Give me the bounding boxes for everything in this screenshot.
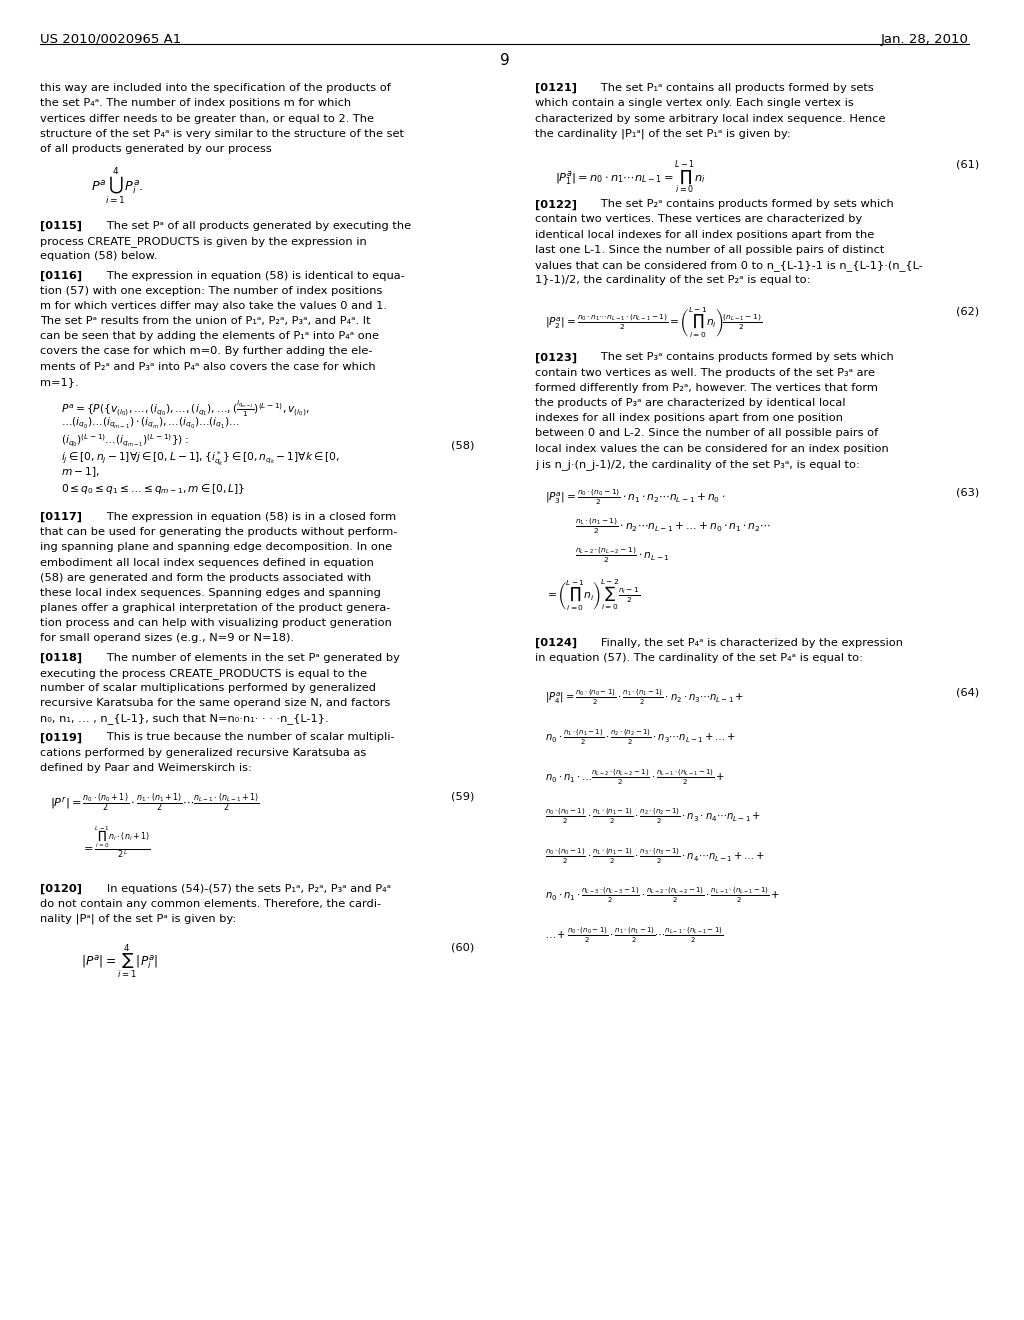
Text: that can be used for generating the products without perform-: that can be used for generating the prod…: [40, 527, 397, 537]
Text: nality |Pᵃ| of the set Pᵃ is given by:: nality |Pᵃ| of the set Pᵃ is given by:: [40, 913, 237, 924]
Text: (60): (60): [452, 942, 474, 952]
Text: $P^a=\{P(\{v_{(i_0)},\ldots,(i_{q_0}),\ldots,(i_{q_1}),\ldots,(\frac{i_{q_{m-1}}: $P^a=\{P(\{v_{(i_0)},\ldots,(i_{q_0}),\l…: [60, 399, 309, 420]
Text: [0116]: [0116]: [40, 271, 83, 281]
Text: (58) are generated and form the products associated with: (58) are generated and form the products…: [40, 573, 372, 582]
Text: n₀, n₁, … , n_{L-1}, such that N=n₀·n₁· · · ·n_{L-1}.: n₀, n₁, … , n_{L-1}, such that N=n₀·n₁· …: [40, 713, 329, 725]
Text: can be seen that by adding the elements of P₁ᵃ into P₄ᵃ one: can be seen that by adding the elements …: [40, 331, 379, 342]
Text: (58): (58): [451, 441, 474, 450]
Text: $n_0\cdot\frac{n_1\cdot(n_1-1)}{2}\cdot\frac{n_2\cdot(n_2-1)}{2}\cdot n_3\cdots : $n_0\cdot\frac{n_1\cdot(n_1-1)}{2}\cdot\…: [545, 727, 736, 747]
Text: $(i_{q_0})^{(L-1)} \ldots (i_{q_{m-1}})^{(L-1)}\}):$: $(i_{q_0})^{(L-1)} \ldots (i_{q_{m-1}})^…: [60, 432, 188, 449]
Text: embodiment all local index sequences defined in equation: embodiment all local index sequences def…: [40, 557, 374, 568]
Text: The expression in equation (58) is identical to equa-: The expression in equation (58) is ident…: [96, 271, 404, 281]
Text: ments of P₂ᵃ and P₃ᵃ into P₄ᵃ also covers the case for which: ments of P₂ᵃ and P₃ᵃ into P₄ᵃ also cover…: [40, 362, 376, 372]
Text: $|P_4^a|=\frac{n_0\cdot(n_0-1)}{2}\cdot\frac{n_1\cdot(n_1-1)}{2}\cdot n_2\cdot n: $|P_4^a|=\frac{n_0\cdot(n_0-1)}{2}\cdot\…: [545, 688, 744, 708]
Text: $|P_2^a|=\frac{n_0\cdot n_1\cdots n_{L-1}\cdot(n_{L-1}-1)}{2}=\left(\prod_{i=0}^: $|P_2^a|=\frac{n_0\cdot n_1\cdots n_{L-1…: [545, 306, 762, 341]
Text: $\ldots(i_{q_0})\ldots(i_{q_{m-1}})\cdot(i_{q_m}),\ldots(i_{q_0})\ldots(i_{q_1}): $\ldots(i_{q_0})\ldots(i_{q_{m-1}})\cdot…: [60, 416, 240, 430]
Text: cations performed by generalized recursive Karatsuba as: cations performed by generalized recursi…: [40, 747, 367, 758]
Text: ing spanning plane and spanning edge decomposition. In one: ing spanning plane and spanning edge dec…: [40, 543, 392, 552]
Text: these local index sequences. Spanning edges and spanning: these local index sequences. Spanning ed…: [40, 587, 381, 598]
Text: $n_0\cdot n_1\cdot\ldots\frac{n_{L-2}\cdot(n_{L-2}-1)}{2}\cdot\frac{n_{L-1}\cdot: $n_0\cdot n_1\cdot\ldots\frac{n_{L-2}\cd…: [545, 767, 725, 787]
Text: equation (58) below.: equation (58) below.: [40, 251, 158, 261]
Text: (63): (63): [955, 487, 979, 498]
Text: $\frac{n_{L-2}\cdot(n_{L-2}-1)}{2}\cdot n_{L-1}$: $\frac{n_{L-2}\cdot(n_{L-2}-1)}{2}\cdot …: [575, 545, 670, 565]
Text: characterized by some arbitrary local index sequence. Hence: characterized by some arbitrary local in…: [535, 114, 886, 124]
Text: [0117]: [0117]: [40, 512, 82, 523]
Text: last one L-1. Since the number of all possible pairs of distinct: last one L-1. Since the number of all po…: [535, 244, 885, 255]
Text: m for which vertices differ may also take the values 0 and 1.: m for which vertices differ may also tak…: [40, 301, 387, 312]
Text: [0121]: [0121]: [535, 83, 577, 94]
Text: [0119]: [0119]: [40, 733, 83, 743]
Text: the products of P₃ᵃ are characterized by identical local: the products of P₃ᵃ are characterized by…: [535, 399, 846, 408]
Text: $=\left(\prod_{i=0}^{L-1}n_i\right)\sum_{i=0}^{L-2}\frac{n_i-1}{2}$: $=\left(\prod_{i=0}^{L-1}n_i\right)\sum_…: [545, 578, 640, 614]
Text: contain two vertices as well. The products of the set P₃ᵃ are: contain two vertices as well. The produc…: [535, 367, 874, 378]
Text: $m-1],$: $m-1],$: [60, 466, 99, 479]
Text: number of scalar multiplications performed by generalized: number of scalar multiplications perform…: [40, 682, 377, 693]
Text: [0124]: [0124]: [535, 638, 577, 648]
Text: In equations (54)-(57) the sets P₁ᵃ, P₂ᵃ, P₃ᵃ and P₄ᵃ: In equations (54)-(57) the sets P₁ᵃ, P₂ᵃ…: [96, 883, 391, 894]
Text: in equation (57). The cardinality of the set P₄ᵃ is equal to:: in equation (57). The cardinality of the…: [535, 653, 863, 663]
Text: [0120]: [0120]: [40, 883, 82, 894]
Text: [0123]: [0123]: [535, 352, 577, 363]
Text: j is n_j·(n_j-1)/2, the cardinality of the set P₃ᵃ, is equal to:: j is n_j·(n_j-1)/2, the cardinality of t…: [535, 459, 860, 470]
Text: $|P_1^a|=n_0\cdot n_1\cdots n_{L-1}=\prod_{i=0}^{L-1}n_i$: $|P_1^a|=n_0\cdot n_1\cdots n_{L-1}=\pro…: [555, 160, 706, 197]
Text: [0115]: [0115]: [40, 220, 82, 231]
Text: The number of elements in the set Pᵃ generated by: The number of elements in the set Pᵃ gen…: [96, 652, 399, 663]
Text: which contain a single vertex only. Each single vertex is: which contain a single vertex only. Each…: [535, 98, 854, 108]
Text: contain two vertices. These vertices are characterized by: contain two vertices. These vertices are…: [535, 214, 862, 224]
Text: executing the process CREATE_PRODUCTS is equal to the: executing the process CREATE_PRODUCTS is…: [40, 668, 368, 678]
Text: the cardinality |P₁ᵃ| of the set P₁ᵃ is given by:: the cardinality |P₁ᵃ| of the set P₁ᵃ is …: [535, 128, 791, 139]
Text: The set P₁ᵃ contains all products formed by sets: The set P₁ᵃ contains all products formed…: [591, 83, 874, 94]
Text: $P^a\bigcup_{i=1}^{4}P_i^a.$: $P^a\bigcup_{i=1}^{4}P_i^a.$: [91, 165, 143, 207]
Text: $|P^r|=\frac{n_0\cdot(n_0+1)}{2}\cdot\frac{n_1\cdot(n_1+1)}{2}\cdots\frac{n_{L-1: $|P^r|=\frac{n_0\cdot(n_0+1)}{2}\cdot\fr…: [50, 791, 260, 814]
Text: US 2010/0020965 A1: US 2010/0020965 A1: [40, 33, 181, 46]
Text: $|P_3^a|=\frac{n_0\cdot(n_0-1)}{2}\cdot n_1\cdot n_2\cdots n_{L-1}+n_0\cdot$: $|P_3^a|=\frac{n_0\cdot(n_0-1)}{2}\cdot …: [545, 487, 725, 507]
Text: This is true because the number of scalar multipli-: This is true because the number of scala…: [96, 733, 394, 742]
Text: tion process and can help with visualizing product generation: tion process and can help with visualizi…: [40, 618, 392, 628]
Text: m=1}.: m=1}.: [40, 378, 79, 387]
Text: between 0 and L-2. Since the number of all possible pairs of: between 0 and L-2. Since the number of a…: [535, 428, 879, 438]
Text: indexes for all index positions apart from one position: indexes for all index positions apart fr…: [535, 413, 843, 424]
Text: $=\frac{\prod_{i=0}^{L-1}n_i\cdot(n_i+1)}{2^L}$: $=\frac{\prod_{i=0}^{L-1}n_i\cdot(n_i+1)…: [81, 824, 151, 861]
Text: defined by Paar and Weimerskirch is:: defined by Paar and Weimerskirch is:: [40, 763, 252, 772]
Text: The set Pᵃ results from the union of P₁ᵃ, P₂ᵃ, P₃ᵃ, and P₄ᵃ. It: The set Pᵃ results from the union of P₁ᵃ…: [40, 315, 371, 326]
Text: $\ldots+\frac{n_0\cdot(n_0-1)}{2}\cdot\frac{n_1\cdot(n_1-1)}{2}\cdots\frac{n_{L-: $\ldots+\frac{n_0\cdot(n_0-1)}{2}\cdot\f…: [545, 925, 723, 945]
Text: do not contain any common elements. Therefore, the cardi-: do not contain any common elements. Ther…: [40, 899, 382, 908]
Text: $\frac{n_0\cdot(n_0-1)}{2}\cdot\frac{n_1\cdot(n_1-1)}{2}\cdot\frac{n_2\cdot(n_2-: $\frac{n_0\cdot(n_0-1)}{2}\cdot\frac{n_1…: [545, 807, 761, 826]
Text: structure of the set P₄ᵃ is very similar to the structure of the set: structure of the set P₄ᵃ is very similar…: [40, 128, 404, 139]
Text: $n_0\cdot n_1\cdot\frac{n_{L-3}\cdot(n_{L-3}-1)}{2}\cdot\frac{n_{L-2}\cdot(n_{L-: $n_0\cdot n_1\cdot\frac{n_{L-3}\cdot(n_{…: [545, 886, 780, 906]
Text: (62): (62): [955, 306, 979, 317]
Text: covers the case for which m=0. By further adding the ele-: covers the case for which m=0. By furthe…: [40, 346, 373, 356]
Text: values that can be considered from 0 to n_{L-1}-1 is n_{L-1}·(n_{L-: values that can be considered from 0 to …: [535, 260, 923, 271]
Text: vertices differ needs to be greater than, or equal to 2. The: vertices differ needs to be greater than…: [40, 114, 375, 124]
Text: $0\leq q_0\leq q_1\leq\ldots\leq q_{m-1}, m\in[0,L]\}$: $0\leq q_0\leq q_1\leq\ldots\leq q_{m-1}…: [60, 482, 245, 496]
Text: Jan. 28, 2010: Jan. 28, 2010: [881, 33, 969, 46]
Text: 9: 9: [500, 53, 510, 67]
Text: (64): (64): [955, 688, 979, 698]
Text: identical local indexes for all index positions apart from the: identical local indexes for all index po…: [535, 230, 874, 240]
Text: $\frac{n_1\cdot(n_1-1)}{2}\cdot n_2\cdots n_{L-1}+\ldots+n_0\cdot n_1\cdot n_2\c: $\frac{n_1\cdot(n_1-1)}{2}\cdot n_2\cdot…: [575, 516, 771, 536]
Text: process CREATE_PRODUCTS is given by the expression in: process CREATE_PRODUCTS is given by the …: [40, 236, 368, 247]
Text: $|P^a|=\sum_{i=1}^{4}|P_i^a|$: $|P^a|=\sum_{i=1}^{4}|P_i^a|$: [81, 942, 158, 981]
Text: The set P₃ᵃ contains products formed by sets which: The set P₃ᵃ contains products formed by …: [591, 352, 894, 363]
Text: [0122]: [0122]: [535, 199, 577, 210]
Text: $\frac{n_0\cdot(n_0-1)}{2}\cdot\frac{n_1\cdot(n_1-1)}{2}\cdot\frac{n_3\cdot(n_3-: $\frac{n_0\cdot(n_0-1)}{2}\cdot\frac{n_1…: [545, 846, 765, 866]
Text: this way are included into the specification of the products of: this way are included into the specifica…: [40, 83, 391, 94]
Text: The expression in equation (58) is in a closed form: The expression in equation (58) is in a …: [96, 512, 396, 521]
Text: [0118]: [0118]: [40, 652, 83, 663]
Text: The set Pᵃ of all products generated by executing the: The set Pᵃ of all products generated by …: [96, 220, 411, 231]
Text: planes offer a graphical interpretation of the product genera-: planes offer a graphical interpretation …: [40, 603, 391, 612]
Text: The set P₂ᵃ contains products formed by sets which: The set P₂ᵃ contains products formed by …: [591, 199, 894, 210]
Text: 1}-1)/2, the cardinality of the set P₂ᵃ is equal to:: 1}-1)/2, the cardinality of the set P₂ᵃ …: [535, 276, 810, 285]
Text: for small operand sizes (e.g., N=9 or N=18).: for small operand sizes (e.g., N=9 or N=…: [40, 634, 294, 643]
Text: (59): (59): [451, 791, 474, 801]
Text: formed differently from P₂ᵃ, however. The vertices that form: formed differently from P₂ᵃ, however. Th…: [535, 383, 878, 393]
Text: the set P₄ᵃ. The number of index positions m for which: the set P₄ᵃ. The number of index positio…: [40, 98, 351, 108]
Text: Finally, the set P₄ᵃ is characterized by the expression: Finally, the set P₄ᵃ is characterized by…: [591, 638, 903, 648]
Text: tion (57) with one exception: The number of index positions: tion (57) with one exception: The number…: [40, 286, 383, 296]
Text: $i_j\in[0,n_j-1] \forall j\in[0,L-1], \{i_{q_k}^*\}\in[0,n_{q_k}-1] \forall k\in: $i_j\in[0,n_j-1] \forall j\in[0,L-1], \{…: [60, 449, 339, 467]
Text: recursive Karatsuba for the same operand size N, and factors: recursive Karatsuba for the same operand…: [40, 698, 391, 708]
Text: local index values the can be considered for an index position: local index values the can be considered…: [535, 444, 889, 454]
Text: of all products generated by our process: of all products generated by our process: [40, 144, 272, 154]
Text: (61): (61): [955, 160, 979, 170]
